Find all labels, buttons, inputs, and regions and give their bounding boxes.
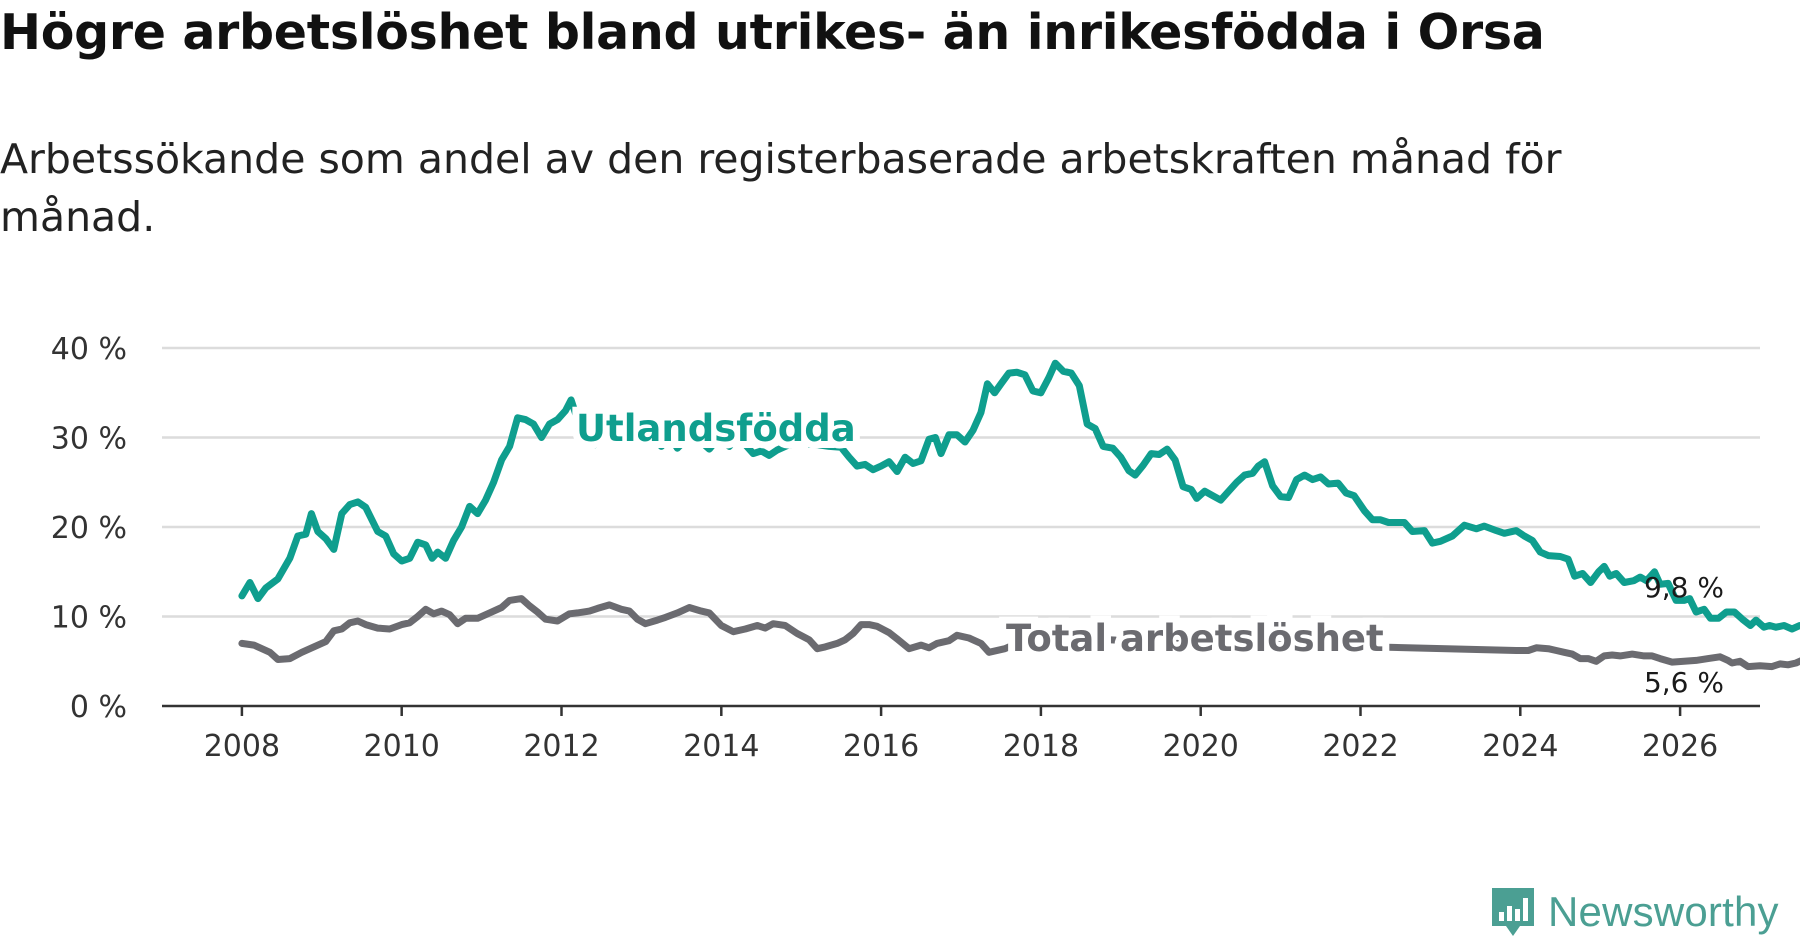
newsworthy-logo-icon — [1492, 888, 1534, 936]
x-tick-label: 2014 — [683, 729, 759, 764]
x-tick-label: 2026 — [1642, 729, 1718, 764]
chart-title: Högre arbetslöshet bland utrikes- än inr… — [0, 4, 1545, 61]
x-tick-label: 2024 — [1482, 729, 1558, 764]
y-tick-label: 40 % — [51, 332, 127, 367]
y-tick-label: 20 % — [51, 511, 127, 546]
x-tick-label: 2010 — [364, 729, 440, 764]
newsworthy-brand: Newsworthy — [1490, 886, 1779, 938]
y-tick-label: 0 % — [70, 690, 127, 725]
x-tick-label: 2018 — [1003, 729, 1079, 764]
series-group — [238, 359, 1800, 671]
y-tick-label: 30 % — [51, 422, 127, 457]
series-line-0 — [238, 359, 1800, 633]
series-label-utlandsfodda: Utlandsfödda — [576, 407, 856, 450]
x-axis: 2008 2010 2012 2014 2016 2018 2020 2022 2024 2026 — [162, 704, 1760, 764]
y-tick-label: 10 % — [51, 601, 127, 636]
end-label-total: 5,6 % — [1644, 666, 1724, 699]
grid-lines — [162, 346, 1760, 618]
x-tick-label: 2012 — [523, 729, 599, 764]
x-tick-label: 2008 — [204, 729, 280, 764]
series-label-total: Total arbetslöshet — [1006, 617, 1384, 660]
series-line-1 — [238, 595, 1800, 671]
end-label-utlandsfodda: 9,8 % — [1644, 571, 1724, 604]
x-tick-label: 2022 — [1322, 729, 1398, 764]
chart-subtitle: Arbetssökande som andel av den registerb… — [0, 135, 1562, 241]
x-tick-label: 2016 — [843, 729, 919, 764]
brand-name: Newsworthy — [1548, 888, 1779, 935]
line-chart: 0 % 10 % 20 % 30 % 40 % 2008 2010 2012 2014 2016… — [51, 332, 1800, 764]
end-points: 9,8 % 5,6 % — [1644, 571, 1724, 699]
series-labels: Utlandsfödda Total arbetslöshet — [569, 400, 1391, 667]
y-axis-ticks: 0 % 10 % 20 % 30 % 40 % — [51, 332, 127, 725]
x-tick-label: 2020 — [1163, 729, 1239, 764]
